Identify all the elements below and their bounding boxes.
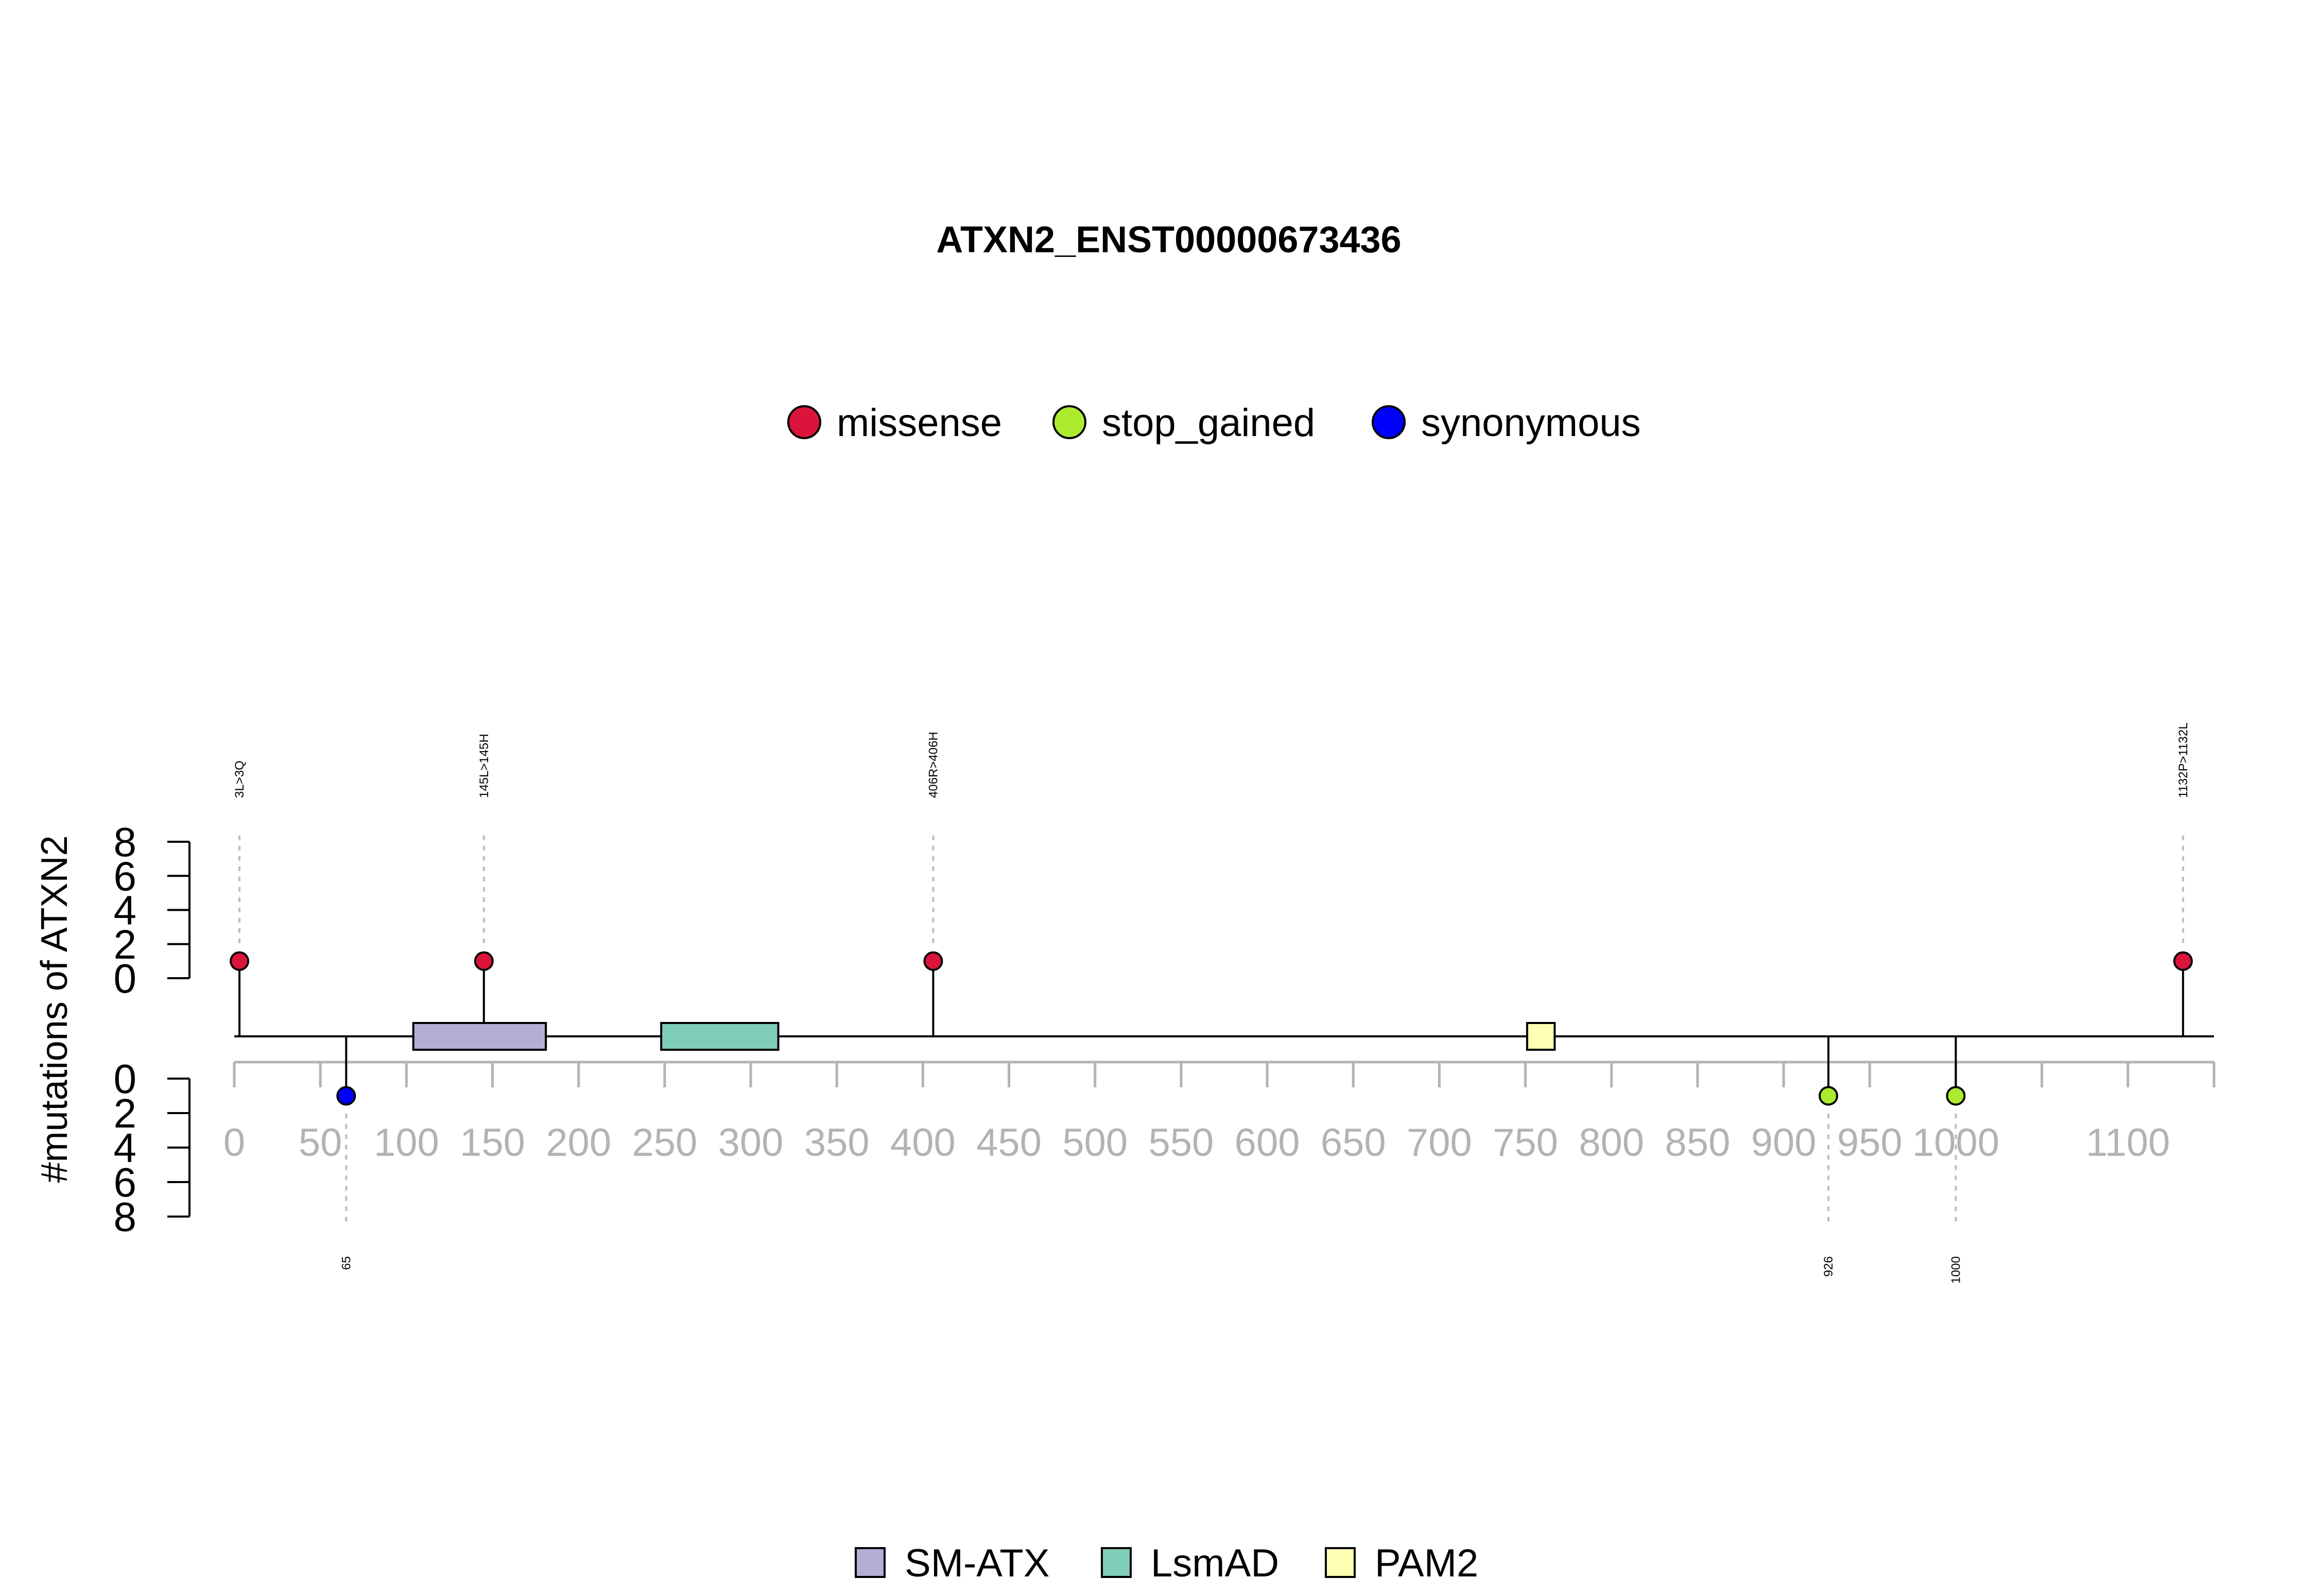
domain-SM-ATX [412,1022,547,1051]
legend-label-PAM2: PAM2 [1375,1541,1478,1585]
mutation-point [923,951,943,971]
y-tick-label-bottom: 0 [114,1056,137,1102]
mutation-lollipops: 3L>3Q 145L>145H 406R>406H 1132P>1132L 65 926 1… [230,722,2193,1283]
y-axis-label: #mutations of ATXN2 [34,836,75,1183]
x-tick-label: 950 [1837,1121,1903,1165]
x-tick-label: 350 [804,1121,870,1165]
x-tick-label: 900 [1751,1121,1817,1165]
y-tick-label-bottom: 2 [114,1090,137,1136]
y-tick-label-top: 8 [114,819,137,865]
legend-label-SM-ATX: SM-ATX [905,1541,1049,1585]
mutation-legend: missense stop_gained synonymous [787,401,1641,445]
domain-PAM2 [1526,1022,1556,1051]
x-tick-label: 500 [1062,1121,1128,1165]
y-tick-label-bottom: 8 [114,1194,137,1240]
y-tick-label-top: 6 [114,853,137,899]
x-tick-label: 0 [223,1121,245,1165]
domain-LsmAD [660,1022,780,1051]
mutation-point [474,951,494,971]
mutation-point [2173,951,2193,971]
mutation-point [336,1086,356,1106]
x-tick-label: 800 [1579,1121,1644,1165]
x-tick-label: 1100 [2086,1121,2170,1165]
x-tick-label: 450 [976,1121,1042,1165]
legend-swatch-SM-ATX [855,1547,886,1578]
y-tick-label-top: 2 [114,922,137,967]
mutation-label: 1132P>1132L [2176,722,2190,798]
mutation-label: 145L>145H [477,734,491,798]
mutation-label: 1000 [1949,1256,1963,1283]
mutation-point [1819,1086,1839,1106]
legend-swatch-LsmAD [1101,1547,1132,1578]
x-tick-label: 700 [1407,1121,1472,1165]
legend-label-synonymous: synonymous [1421,401,1641,445]
x-tick-label: 250 [632,1121,697,1165]
y-tick-label-bottom: 6 [114,1159,137,1205]
legend-marker-missense [787,405,821,439]
mutation-label: 65 [339,1256,353,1270]
legend-marker-synonymous [1372,405,1406,439]
mutation-label: 926 [1822,1256,1836,1277]
x-tick-label: 750 [1493,1121,1558,1165]
domain-legend: SM-ATX LsmAD PAM2 [855,1541,1478,1585]
mutation-point [1946,1086,1966,1106]
mutation-stems [238,834,2184,1225]
legend-marker-stop_gained [1052,405,1086,439]
legend-swatch-PAM2 [1325,1547,1356,1578]
x-tick-label: 50 [299,1121,342,1165]
x-tick-label: 150 [460,1121,525,1165]
mutation-point [230,951,250,971]
y-tick-label-bottom: 4 [114,1125,137,1171]
x-tick-label: 650 [1321,1121,1386,1165]
x-tick-label: 100 [374,1121,439,1165]
chart-title: ATXN2_ENST00000673436 [936,219,1401,261]
x-tick-label: 200 [546,1121,611,1165]
x-tick-label: 600 [1235,1121,1300,1165]
mutation-label: 3L>3Q [233,760,247,798]
y-tick-label-top: 0 [114,956,137,1001]
x-tick-label: 550 [1149,1121,1214,1165]
x-tick-label: 400 [890,1121,956,1165]
legend-label-LsmAD: LsmAD [1151,1541,1279,1585]
legend-label-stop_gained: stop_gained [1102,401,1315,445]
y-tick-label-top: 4 [114,888,137,933]
x-tick-label: 850 [1665,1121,1731,1165]
protein-domains [412,1022,1556,1051]
mutation-label: 406R>406H [926,732,940,798]
x-axis: 0 50 100 150 200 250 300 350 400 450 500 550 600 650 7… [223,1061,2216,1165]
legend-label-missense: missense [837,401,1002,445]
x-tick-label: 300 [718,1121,784,1165]
